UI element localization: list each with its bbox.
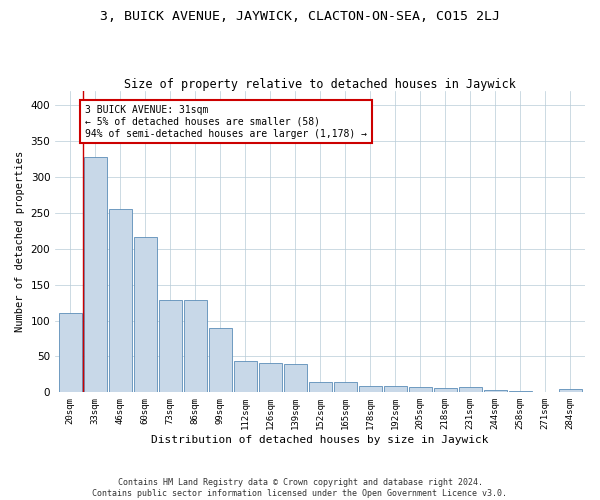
Bar bbox=[184, 300, 206, 392]
Text: Contains HM Land Registry data © Crown copyright and database right 2024.
Contai: Contains HM Land Registry data © Crown c… bbox=[92, 478, 508, 498]
Bar bbox=[158, 300, 182, 392]
Text: 3 BUICK AVENUE: 31sqm
← 5% of detached houses are smaller (58)
94% of semi-detac: 3 BUICK AVENUE: 31sqm ← 5% of detached h… bbox=[85, 106, 367, 138]
Bar bbox=[409, 388, 431, 392]
Bar bbox=[484, 390, 506, 392]
Bar bbox=[59, 314, 82, 392]
Bar bbox=[284, 364, 307, 392]
Title: Size of property relative to detached houses in Jaywick: Size of property relative to detached ho… bbox=[124, 78, 516, 91]
Bar bbox=[308, 382, 332, 392]
Y-axis label: Number of detached properties: Number of detached properties bbox=[15, 151, 25, 332]
Bar bbox=[109, 210, 131, 392]
Bar bbox=[359, 386, 382, 392]
Bar bbox=[559, 388, 581, 392]
Bar bbox=[383, 386, 407, 392]
X-axis label: Distribution of detached houses by size in Jaywick: Distribution of detached houses by size … bbox=[151, 435, 489, 445]
Bar bbox=[434, 388, 457, 392]
Text: 3, BUICK AVENUE, JAYWICK, CLACTON-ON-SEA, CO15 2LJ: 3, BUICK AVENUE, JAYWICK, CLACTON-ON-SEA… bbox=[100, 10, 500, 23]
Bar bbox=[458, 388, 482, 392]
Bar bbox=[83, 157, 107, 392]
Bar bbox=[134, 236, 157, 392]
Bar bbox=[209, 328, 232, 392]
Bar bbox=[509, 391, 532, 392]
Bar bbox=[233, 362, 257, 392]
Bar bbox=[259, 363, 281, 392]
Bar bbox=[334, 382, 356, 392]
